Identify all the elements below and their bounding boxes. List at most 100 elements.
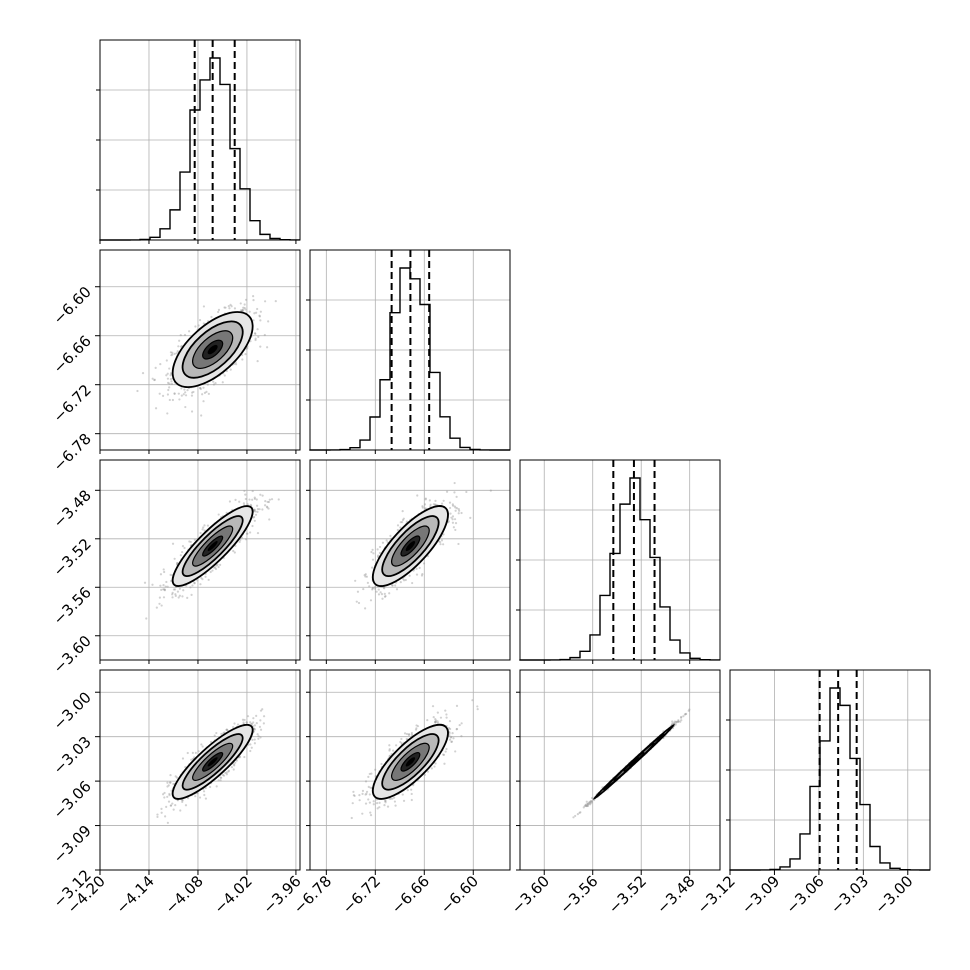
scatter-point: [429, 505, 432, 508]
scatter-point: [175, 776, 179, 779]
scatter-point: [194, 325, 197, 328]
scatter-point: [253, 332, 257, 335]
scatter-panel-3-2: [354, 481, 492, 610]
scatter-point: [173, 588, 177, 591]
scatter-point: [225, 773, 228, 776]
scatter-point: [384, 799, 387, 803]
scatter-point: [451, 504, 455, 507]
scatter-panel-4-1: [156, 708, 266, 824]
scatter-point: [174, 804, 177, 807]
scatter-point: [175, 352, 178, 355]
scatter-point: [230, 765, 234, 769]
scatter-point: [156, 815, 159, 819]
scatter-point: [401, 520, 404, 524]
scatter-point: [455, 507, 459, 510]
scatter-point: [383, 587, 386, 590]
scatter-point: [162, 583, 165, 587]
scatter-point: [406, 789, 409, 792]
scatter-point: [410, 733, 413, 736]
scatter-point: [184, 391, 187, 394]
panel-frame: [99, 249, 301, 451]
scatter-point: [239, 309, 243, 312]
scatter-point: [407, 732, 411, 736]
scatter-point: [408, 574, 411, 577]
scatter-point: [177, 345, 180, 348]
scatter-point: [183, 388, 186, 391]
scatter-point: [252, 295, 255, 298]
scatter-point: [438, 541, 442, 544]
y-tick-label: −3.09: [50, 822, 95, 867]
scatter-point: [165, 374, 168, 377]
scatter-point: [202, 400, 205, 403]
scatter-point: [183, 333, 187, 337]
scatter-point: [424, 498, 427, 501]
scatter-point: [429, 503, 432, 506]
scatter-point: [361, 812, 364, 815]
scatter-point: [202, 386, 205, 389]
scatter-point: [476, 705, 479, 708]
scatter-point: [586, 803, 589, 806]
scatter-point: [153, 378, 156, 382]
histogram-1: [100, 40, 300, 241]
scatter-point: [584, 803, 587, 806]
scatter-point: [244, 308, 247, 311]
scatter-point: [450, 740, 454, 743]
scatter-point: [225, 728, 228, 731]
scatter-point: [227, 305, 230, 308]
scatter-point: [241, 308, 244, 312]
scatter-point: [268, 498, 271, 501]
scatter-point: [191, 751, 194, 754]
scatter-point: [232, 725, 235, 729]
scatter-point: [396, 524, 400, 527]
x-tick-label: −4.14: [113, 872, 158, 917]
scatter-point: [253, 508, 256, 512]
scatter-point: [212, 380, 215, 383]
scatter-point: [671, 722, 674, 725]
scatter-point: [243, 718, 246, 722]
scatter-point: [433, 721, 437, 724]
panel-frame: [309, 249, 511, 451]
scatter-point: [197, 324, 200, 327]
scatter-point: [451, 515, 455, 518]
scatter-point: [233, 763, 236, 766]
scatter-point: [255, 722, 258, 725]
scatter-point: [174, 775, 177, 778]
density-peak: [207, 344, 218, 355]
scatter-point: [178, 398, 181, 401]
scatter-point: [381, 541, 385, 544]
scatter-point: [210, 315, 213, 319]
scatter-point: [181, 800, 184, 803]
scatter-point: [378, 545, 382, 549]
scatter-point: [259, 719, 262, 722]
scatter-panel-4-2: [350, 699, 479, 820]
scatter-point: [367, 775, 370, 778]
scatter-point: [206, 524, 210, 527]
scatter-point: [251, 489, 254, 493]
y-tick-label: −6.66: [50, 332, 95, 377]
scatter-point: [244, 353, 247, 356]
scatter-point: [364, 802, 368, 805]
scatter-point: [184, 765, 187, 769]
scatter-point: [169, 351, 173, 354]
scatter-point: [193, 538, 196, 541]
scatter-point: [391, 584, 394, 587]
scatter-point: [434, 499, 437, 502]
scatter-point: [365, 790, 369, 793]
x-tick-label: −3.48: [653, 872, 698, 917]
scatter-point: [256, 360, 259, 363]
scatter-point: [177, 596, 180, 599]
scatter-point: [383, 799, 387, 802]
scatter-point: [448, 731, 451, 735]
density-peak: [405, 757, 416, 767]
scatter-point: [585, 800, 588, 803]
scatter-point: [384, 594, 387, 598]
scatter-point: [378, 806, 381, 809]
scatter-point: [202, 526, 205, 529]
scatter-point: [251, 524, 254, 528]
scatter-point: [177, 392, 180, 395]
scatter-point: [258, 725, 262, 728]
scatter-point: [355, 600, 358, 603]
scatter-point: [166, 795, 169, 798]
scatter-point: [421, 506, 424, 509]
scatter-point: [421, 573, 424, 576]
